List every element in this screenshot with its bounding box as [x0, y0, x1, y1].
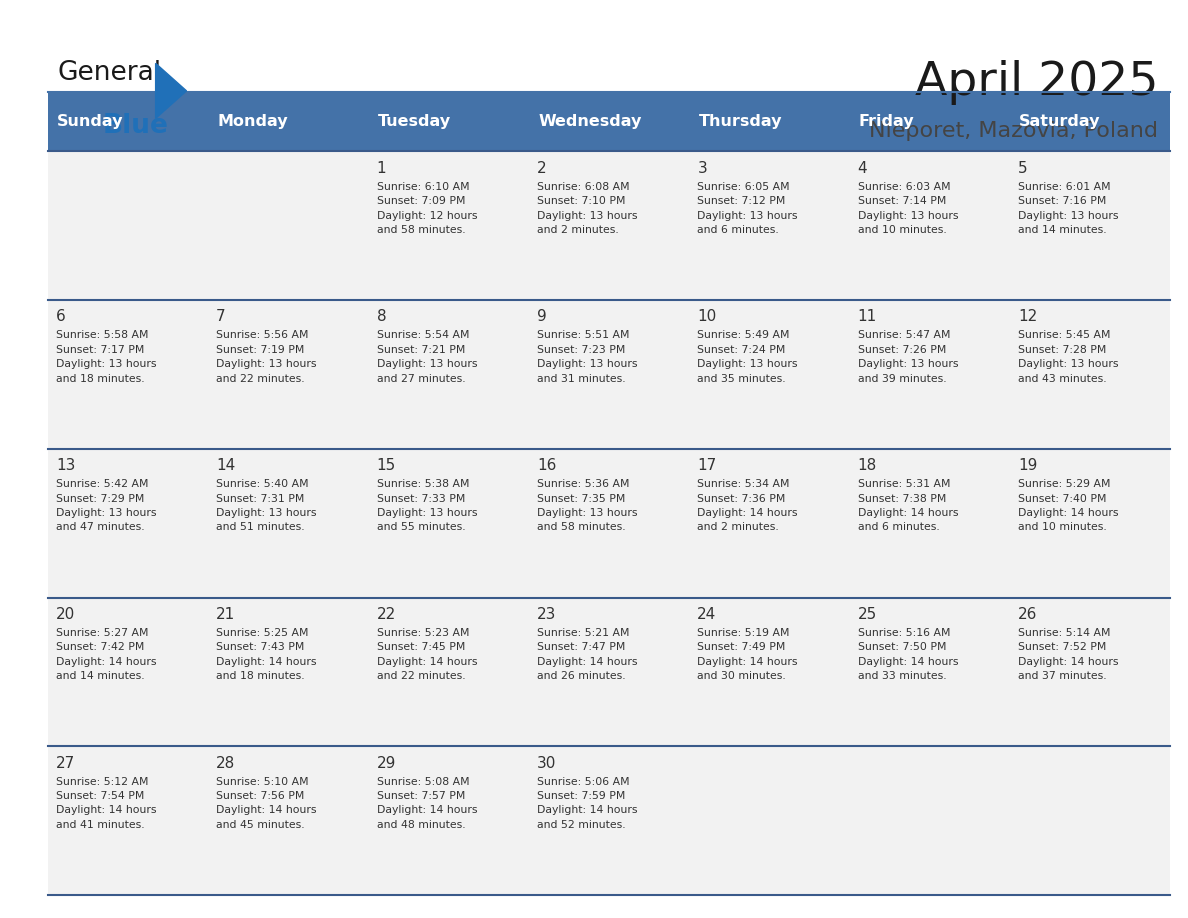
- Text: 30: 30: [537, 756, 556, 770]
- Text: Nieporet, Mazovia, Poland: Nieporet, Mazovia, Poland: [870, 121, 1158, 141]
- Text: Sunrise: 5:34 AM
Sunset: 7:36 PM
Daylight: 14 hours
and 2 minutes.: Sunrise: 5:34 AM Sunset: 7:36 PM Dayligh…: [697, 479, 798, 532]
- Text: Sunrise: 6:01 AM
Sunset: 7:16 PM
Daylight: 13 hours
and 14 minutes.: Sunrise: 6:01 AM Sunset: 7:16 PM Dayligh…: [1018, 182, 1119, 235]
- Text: Wednesday: Wednesday: [538, 114, 642, 129]
- Text: 5: 5: [1018, 161, 1028, 175]
- Text: Sunrise: 5:21 AM
Sunset: 7:47 PM
Daylight: 14 hours
and 26 minutes.: Sunrise: 5:21 AM Sunset: 7:47 PM Dayligh…: [537, 628, 638, 681]
- Text: Sunrise: 5:49 AM
Sunset: 7:24 PM
Daylight: 13 hours
and 35 minutes.: Sunrise: 5:49 AM Sunset: 7:24 PM Dayligh…: [697, 330, 798, 384]
- Text: Sunrise: 5:12 AM
Sunset: 7:54 PM
Daylight: 14 hours
and 41 minutes.: Sunrise: 5:12 AM Sunset: 7:54 PM Dayligh…: [56, 777, 157, 830]
- Text: Sunrise: 5:56 AM
Sunset: 7:19 PM
Daylight: 13 hours
and 22 minutes.: Sunrise: 5:56 AM Sunset: 7:19 PM Dayligh…: [216, 330, 317, 384]
- Text: Sunrise: 5:29 AM
Sunset: 7:40 PM
Daylight: 14 hours
and 10 minutes.: Sunrise: 5:29 AM Sunset: 7:40 PM Dayligh…: [1018, 479, 1119, 532]
- Text: General: General: [57, 60, 162, 85]
- Text: 1: 1: [377, 161, 386, 175]
- Text: Sunrise: 6:05 AM
Sunset: 7:12 PM
Daylight: 13 hours
and 6 minutes.: Sunrise: 6:05 AM Sunset: 7:12 PM Dayligh…: [697, 182, 798, 235]
- Text: 20: 20: [56, 607, 75, 621]
- Bar: [48, 92, 1170, 151]
- Text: 15: 15: [377, 458, 396, 473]
- Text: Sunrise: 5:16 AM
Sunset: 7:50 PM
Daylight: 14 hours
and 33 minutes.: Sunrise: 5:16 AM Sunset: 7:50 PM Dayligh…: [858, 628, 959, 681]
- Text: Sunrise: 6:08 AM
Sunset: 7:10 PM
Daylight: 13 hours
and 2 minutes.: Sunrise: 6:08 AM Sunset: 7:10 PM Dayligh…: [537, 182, 638, 235]
- Text: Sunday: Sunday: [57, 114, 124, 129]
- Text: Sunrise: 5:31 AM
Sunset: 7:38 PM
Daylight: 14 hours
and 6 minutes.: Sunrise: 5:31 AM Sunset: 7:38 PM Dayligh…: [858, 479, 959, 532]
- Text: Sunrise: 5:51 AM
Sunset: 7:23 PM
Daylight: 13 hours
and 31 minutes.: Sunrise: 5:51 AM Sunset: 7:23 PM Dayligh…: [537, 330, 638, 384]
- Text: 3: 3: [697, 161, 707, 175]
- Text: Blue: Blue: [102, 113, 168, 139]
- Text: 12: 12: [1018, 309, 1037, 324]
- Text: Sunrise: 6:03 AM
Sunset: 7:14 PM
Daylight: 13 hours
and 10 minutes.: Sunrise: 6:03 AM Sunset: 7:14 PM Dayligh…: [858, 182, 959, 235]
- Text: 21: 21: [216, 607, 235, 621]
- Text: Sunrise: 5:06 AM
Sunset: 7:59 PM
Daylight: 14 hours
and 52 minutes.: Sunrise: 5:06 AM Sunset: 7:59 PM Dayligh…: [537, 777, 638, 830]
- Text: 22: 22: [377, 607, 396, 621]
- Text: Sunrise: 5:58 AM
Sunset: 7:17 PM
Daylight: 13 hours
and 18 minutes.: Sunrise: 5:58 AM Sunset: 7:17 PM Dayligh…: [56, 330, 157, 384]
- Text: 4: 4: [858, 161, 867, 175]
- Text: 7: 7: [216, 309, 226, 324]
- Text: 13: 13: [56, 458, 75, 473]
- Bar: [48, 151, 1170, 300]
- Polygon shape: [156, 63, 187, 118]
- Text: 14: 14: [216, 458, 235, 473]
- Text: Saturday: Saturday: [1019, 114, 1101, 129]
- Text: Sunrise: 5:25 AM
Sunset: 7:43 PM
Daylight: 14 hours
and 18 minutes.: Sunrise: 5:25 AM Sunset: 7:43 PM Dayligh…: [216, 628, 317, 681]
- Text: 29: 29: [377, 756, 396, 770]
- Text: 6: 6: [56, 309, 65, 324]
- Text: 9: 9: [537, 309, 546, 324]
- Text: 2: 2: [537, 161, 546, 175]
- Text: Thursday: Thursday: [699, 114, 782, 129]
- Text: 18: 18: [858, 458, 877, 473]
- Text: Sunrise: 5:23 AM
Sunset: 7:45 PM
Daylight: 14 hours
and 22 minutes.: Sunrise: 5:23 AM Sunset: 7:45 PM Dayligh…: [377, 628, 478, 681]
- Bar: [48, 449, 1170, 598]
- Text: Sunrise: 5:45 AM
Sunset: 7:28 PM
Daylight: 13 hours
and 43 minutes.: Sunrise: 5:45 AM Sunset: 7:28 PM Dayligh…: [1018, 330, 1119, 384]
- Text: Monday: Monday: [217, 114, 287, 129]
- Text: Sunrise: 5:40 AM
Sunset: 7:31 PM
Daylight: 13 hours
and 51 minutes.: Sunrise: 5:40 AM Sunset: 7:31 PM Dayligh…: [216, 479, 317, 532]
- Text: Sunrise: 5:10 AM
Sunset: 7:56 PM
Daylight: 14 hours
and 45 minutes.: Sunrise: 5:10 AM Sunset: 7:56 PM Dayligh…: [216, 777, 317, 830]
- Text: 27: 27: [56, 756, 75, 770]
- Text: Sunrise: 5:47 AM
Sunset: 7:26 PM
Daylight: 13 hours
and 39 minutes.: Sunrise: 5:47 AM Sunset: 7:26 PM Dayligh…: [858, 330, 959, 384]
- Bar: [48, 598, 1170, 746]
- Text: 23: 23: [537, 607, 556, 621]
- Text: 26: 26: [1018, 607, 1037, 621]
- Text: Sunrise: 5:38 AM
Sunset: 7:33 PM
Daylight: 13 hours
and 55 minutes.: Sunrise: 5:38 AM Sunset: 7:33 PM Dayligh…: [377, 479, 478, 532]
- Text: 28: 28: [216, 756, 235, 770]
- Text: Sunrise: 5:54 AM
Sunset: 7:21 PM
Daylight: 13 hours
and 27 minutes.: Sunrise: 5:54 AM Sunset: 7:21 PM Dayligh…: [377, 330, 478, 384]
- Text: Sunrise: 6:10 AM
Sunset: 7:09 PM
Daylight: 12 hours
and 58 minutes.: Sunrise: 6:10 AM Sunset: 7:09 PM Dayligh…: [377, 182, 478, 235]
- Bar: [48, 746, 1170, 895]
- Text: 19: 19: [1018, 458, 1037, 473]
- Text: 11: 11: [858, 309, 877, 324]
- Text: Sunrise: 5:14 AM
Sunset: 7:52 PM
Daylight: 14 hours
and 37 minutes.: Sunrise: 5:14 AM Sunset: 7:52 PM Dayligh…: [1018, 628, 1119, 681]
- Bar: [48, 300, 1170, 449]
- Text: Tuesday: Tuesday: [378, 114, 451, 129]
- Text: Sunrise: 5:19 AM
Sunset: 7:49 PM
Daylight: 14 hours
and 30 minutes.: Sunrise: 5:19 AM Sunset: 7:49 PM Dayligh…: [697, 628, 798, 681]
- Text: 24: 24: [697, 607, 716, 621]
- Text: 16: 16: [537, 458, 556, 473]
- Text: Sunrise: 5:42 AM
Sunset: 7:29 PM
Daylight: 13 hours
and 47 minutes.: Sunrise: 5:42 AM Sunset: 7:29 PM Dayligh…: [56, 479, 157, 532]
- Text: Sunrise: 5:08 AM
Sunset: 7:57 PM
Daylight: 14 hours
and 48 minutes.: Sunrise: 5:08 AM Sunset: 7:57 PM Dayligh…: [377, 777, 478, 830]
- Text: April 2025: April 2025: [915, 60, 1158, 105]
- Text: Sunrise: 5:27 AM
Sunset: 7:42 PM
Daylight: 14 hours
and 14 minutes.: Sunrise: 5:27 AM Sunset: 7:42 PM Dayligh…: [56, 628, 157, 681]
- Text: Friday: Friday: [859, 114, 915, 129]
- Text: 25: 25: [858, 607, 877, 621]
- Text: 10: 10: [697, 309, 716, 324]
- Text: 8: 8: [377, 309, 386, 324]
- Text: 17: 17: [697, 458, 716, 473]
- Text: Sunrise: 5:36 AM
Sunset: 7:35 PM
Daylight: 13 hours
and 58 minutes.: Sunrise: 5:36 AM Sunset: 7:35 PM Dayligh…: [537, 479, 638, 532]
